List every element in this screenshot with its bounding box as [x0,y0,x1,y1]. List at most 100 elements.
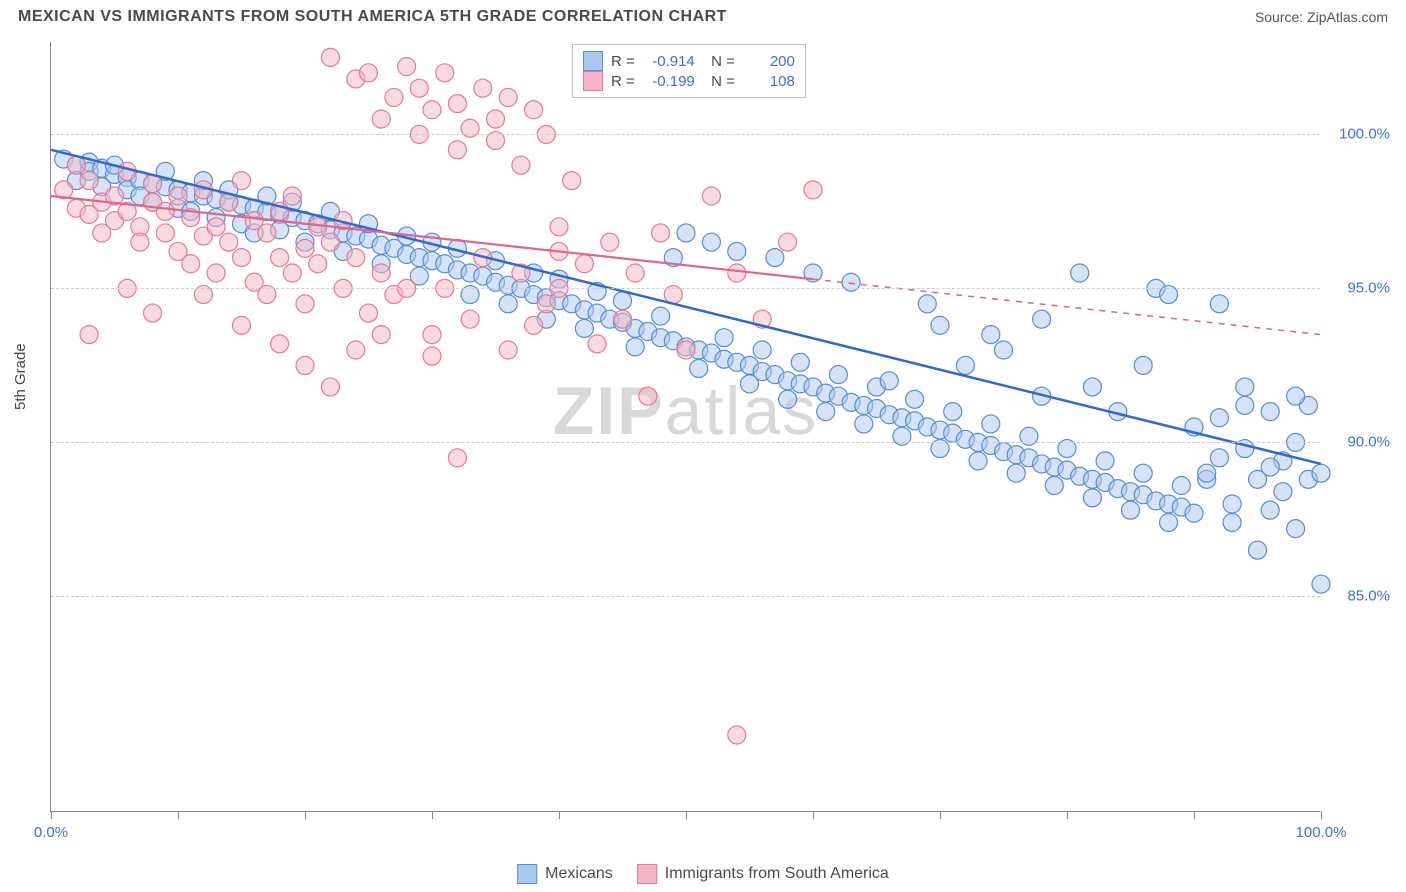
scatter-point [614,292,632,310]
scatter-point [423,326,441,344]
x-tick [1194,811,1195,819]
scatter-point [1172,477,1190,495]
scatter-point [436,64,454,82]
scatter-point [499,88,517,106]
scatter-point [1249,541,1267,559]
scatter-point [360,64,378,82]
scatter-point [956,356,974,374]
scatter-point [575,255,593,273]
n-label: N = [703,73,735,90]
scatter-point [525,316,543,334]
scatter-point [550,218,568,236]
scatter-point [220,233,238,251]
scatter-point [321,233,339,251]
legend-row: R =-0.199 N =108 [583,71,795,91]
scatter-point [1210,295,1228,313]
gridline [51,596,1320,597]
scatter-point [80,172,98,190]
scatter-point [1071,264,1089,282]
scatter-point [614,310,632,328]
scatter-point [512,156,530,174]
scatter-point [131,233,149,251]
legend-swatch [517,864,537,884]
chart-title: MEXICAN VS IMMIGRANTS FROM SOUTH AMERICA… [18,8,727,26]
scatter-point [283,264,301,282]
scatter-point [563,172,581,190]
scatter-point [321,378,339,396]
scatter-point [791,353,809,371]
scatter-point [995,341,1013,359]
x-tick [813,811,814,819]
scatter-point [588,335,606,353]
scatter-point [1045,477,1063,495]
gridline [51,442,1320,443]
x-tick [51,811,52,819]
y-tick-label: 85.0% [1347,588,1390,605]
scatter-point [779,390,797,408]
scatter-point [1236,396,1254,414]
scatter-point [1083,489,1101,507]
legend-item: Mexicans [517,864,613,884]
x-tick [1321,811,1322,819]
r-label: R = [611,53,635,70]
x-tick [178,811,179,819]
scatter-point [296,356,314,374]
gridline [51,134,1320,135]
n-value: 108 [743,73,795,90]
scatter-point [372,264,390,282]
scatter-point [626,338,644,356]
scatter-point [690,359,708,377]
legend-swatch [583,51,603,71]
scatter-point [906,390,924,408]
x-tick [1067,811,1068,819]
scatter-point [156,224,174,242]
scatter-point [385,88,403,106]
scatter-point [360,304,378,322]
r-value: -0.199 [643,73,695,90]
scatter-point [347,249,365,267]
scatter-point [474,79,492,97]
x-tick [432,811,433,819]
scatter-point [1210,449,1228,467]
y-tick-label: 90.0% [1347,434,1390,451]
scatter-point [1287,520,1305,538]
scatter-point [728,242,746,260]
scatter-point [1134,464,1152,482]
legend-swatch [637,864,657,884]
scatter-point [715,329,733,347]
source-label: Source: ZipAtlas.com [1255,9,1388,25]
scatter-point [1223,513,1241,531]
n-value: 200 [743,53,795,70]
scatter-point [1134,356,1152,374]
legend-swatch [583,71,603,91]
y-tick-label: 100.0% [1339,126,1390,143]
scatter-point [296,239,314,257]
scatter-point [918,295,936,313]
scatter-point [1160,513,1178,531]
scatter-point [829,366,847,384]
scatter-point [728,264,746,282]
scatter-point [753,341,771,359]
scatter-point [80,326,98,344]
scatter-point [461,310,479,328]
scatter-point [423,101,441,119]
scatter-point [347,341,365,359]
scatter-point [652,224,670,242]
scatter-point [1033,310,1051,328]
scatter-point [1210,409,1228,427]
scatter-point [233,249,251,267]
scatter-point [487,110,505,128]
scatter-point [1198,464,1216,482]
scatter-point [144,304,162,322]
series-legend: MexicansImmigrants from South America [517,864,889,884]
scatter-point [677,341,695,359]
scatter-point [283,187,301,205]
scatter-point [766,249,784,267]
scatter-point [677,224,695,242]
scatter-point [372,326,390,344]
scatter-point [1261,458,1279,476]
scatter-point [1083,378,1101,396]
scatter-point [652,307,670,325]
scatter-point [1274,483,1292,501]
scatter-point [271,249,289,267]
